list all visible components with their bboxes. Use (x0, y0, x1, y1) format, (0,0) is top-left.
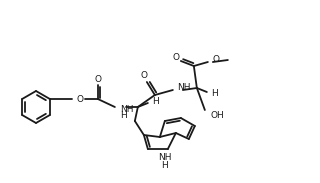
Text: O: O (76, 94, 83, 104)
Text: H: H (162, 162, 168, 171)
Text: O: O (172, 53, 179, 61)
Text: H: H (120, 111, 127, 120)
Text: OH: OH (211, 111, 225, 120)
Text: O: O (94, 74, 101, 83)
Text: O: O (213, 55, 220, 64)
Text: NH: NH (120, 104, 133, 113)
Text: H: H (211, 89, 218, 98)
Text: H: H (152, 96, 159, 106)
Text: O: O (140, 72, 147, 81)
Text: NH: NH (177, 83, 190, 92)
Text: NH: NH (158, 154, 172, 163)
